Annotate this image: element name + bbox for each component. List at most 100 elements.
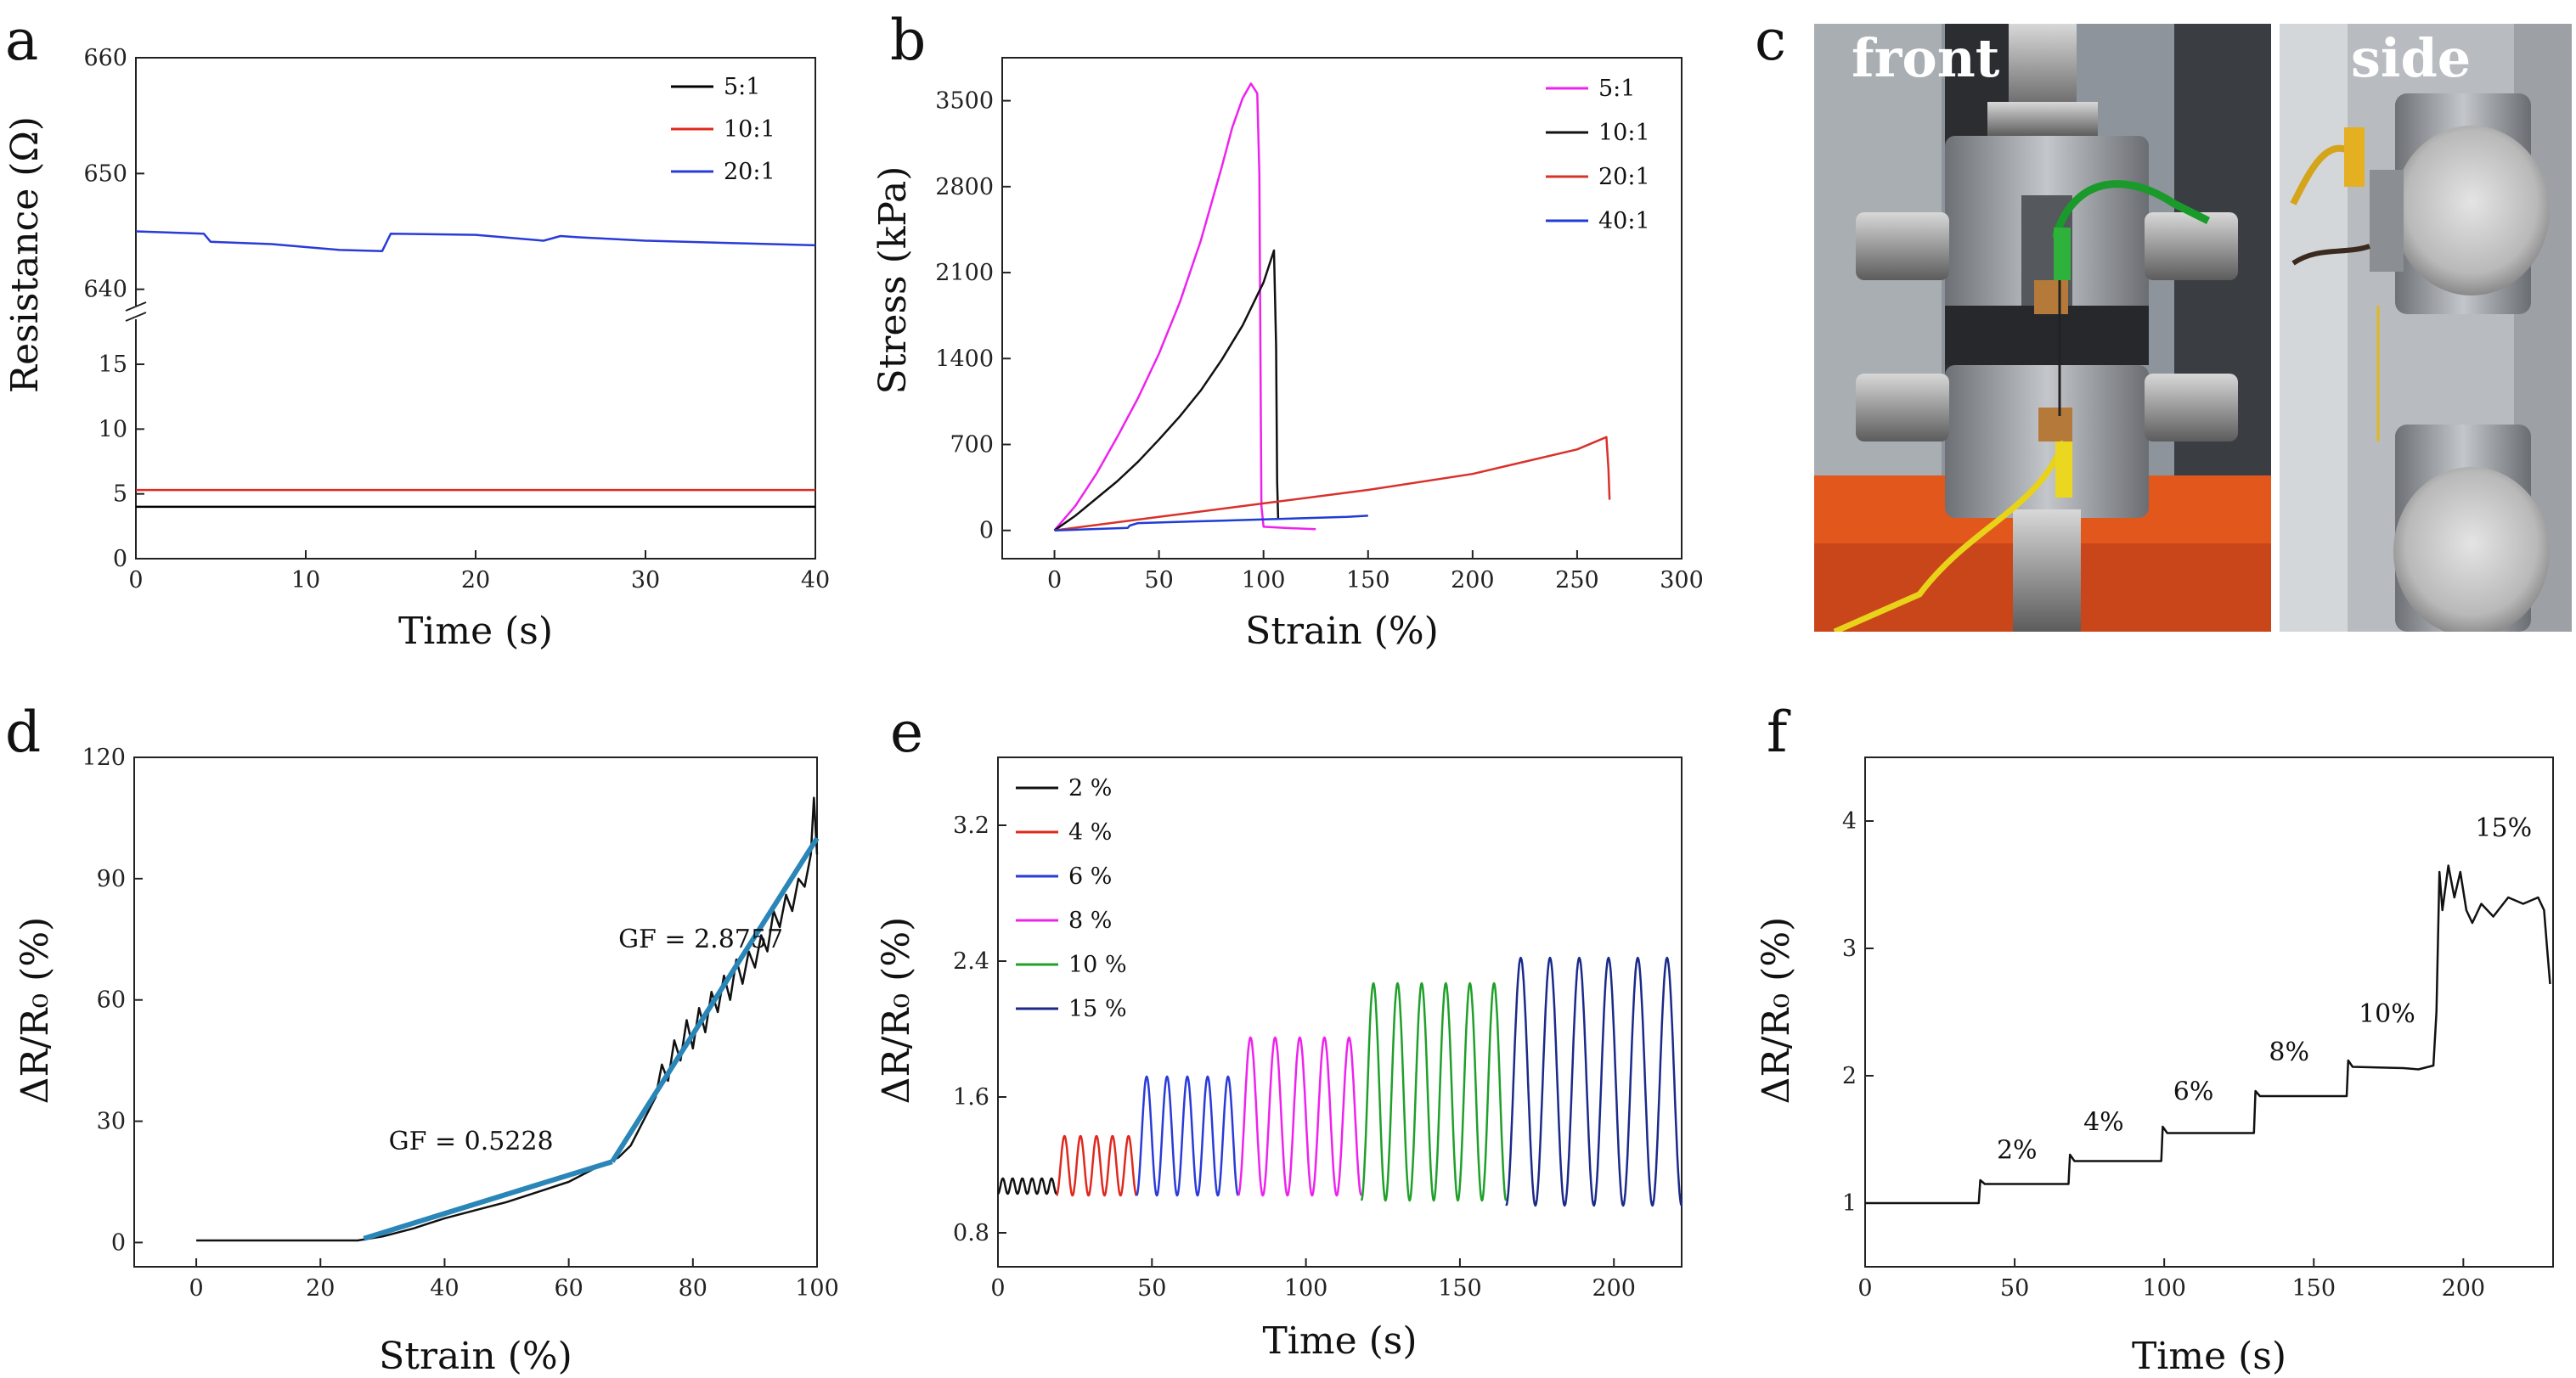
y-tick-label: 2.4 (953, 948, 989, 975)
series-line (610, 836, 820, 1163)
plot-frame (997, 756, 1683, 1268)
y-tick-label: 0 (113, 546, 127, 572)
x-tick-label: 100 (795, 1275, 839, 1302)
y-tick-label: 3.2 (953, 813, 989, 839)
y-tick-label: 2 (1842, 1063, 1857, 1089)
photo-side (2280, 24, 2572, 632)
series-line (1053, 82, 1316, 532)
y-axis-label: Resistance (Ω) (3, 116, 47, 393)
photo-label-front: front (1852, 27, 2000, 89)
photo-label-side: side (2351, 27, 2471, 89)
series-line (135, 230, 816, 252)
x-tick-label: 20 (306, 1275, 335, 1302)
x-tick-label: 40 (430, 1275, 459, 1302)
y-tick-label: 2800 (935, 174, 994, 200)
x-tick-label: 150 (2291, 1275, 2336, 1302)
y-axis-label: Stress (kPa) (871, 166, 915, 395)
y-tick-label: 0.8 (953, 1220, 989, 1246)
chart-e: 0 50 100 150 200 0.8 1.6 2.4 3.2 Time (s) ΔR/R₀ (%… (875, 756, 1683, 1363)
x-tick-label: 200 (2442, 1275, 2486, 1302)
y-tick-label: 660 (83, 45, 127, 71)
x-tick-label: 50 (2000, 1275, 2029, 1302)
legend-label: 20:1 (1598, 164, 1650, 190)
x-tick-label: 300 (1660, 567, 1704, 593)
x-tick-label: 0 (189, 1275, 203, 1302)
y-tick-label: 30 (97, 1109, 126, 1135)
panel-letter-f: f (1767, 700, 1791, 765)
panel-letter-a: a (5, 8, 38, 73)
y-tick-label: 15 (99, 352, 127, 378)
chart-f: 0 50 100 150 200 1 2 3 4 2% 4% 6% 8% 10% 15% Time (s) ΔR… (1755, 756, 2554, 1378)
x-axis-label: Strain (%) (1245, 610, 1439, 653)
legend-label: 6 % (1068, 863, 1112, 890)
annotation-label: 2% (1997, 1136, 2038, 1166)
y-tick-label: 3 (1842, 936, 1857, 962)
y-tick-label: 90 (97, 866, 126, 892)
series-line (1865, 864, 2551, 1205)
series-line (997, 1177, 1057, 1195)
x-tick-label: 100 (1242, 567, 1286, 593)
series-line (1054, 436, 1611, 532)
annotation-label: 6% (2173, 1077, 2214, 1107)
x-tick-label: 80 (679, 1275, 707, 1302)
legend-label: 10:1 (724, 116, 775, 143)
axis-break-mark (125, 301, 147, 312)
x-tick-label: 0 (1857, 1275, 1872, 1302)
x-tick-label: 150 (1438, 1275, 1482, 1302)
panel-letter-e: e (890, 700, 923, 765)
x-tick-label: 50 (1144, 567, 1173, 593)
x-tick-label: 100 (1284, 1275, 1328, 1302)
y-axis-label: ΔR/R₀ (%) (14, 917, 57, 1105)
plot-frame (133, 756, 818, 1268)
panel-letter-c: c (1755, 8, 1786, 73)
chart-b: 0 50 100 150 200 250 300 0 700 1400 2100 2800 3500 St… (871, 57, 1704, 653)
x-tick-label: 30 (631, 567, 660, 593)
x-tick-label: 50 (1137, 1275, 1166, 1302)
x-tick-label: 250 (1555, 567, 1599, 593)
series-line (196, 796, 819, 1242)
y-tick-label: 700 (950, 432, 994, 458)
y-tick-label: 650 (83, 160, 127, 187)
y-tick-label: 3500 (935, 88, 994, 115)
annotation-label: 15% (2475, 813, 2532, 843)
series-line (1237, 1036, 1362, 1197)
legend-label: 2 % (1068, 775, 1112, 801)
legend-label: 4 % (1068, 819, 1112, 846)
chart-a: 0 10 20 30 40 640 650 660 0 5 10 15 Time (s) Resistan… (3, 45, 830, 653)
x-tick-label: 150 (1346, 567, 1390, 593)
series-line (1054, 515, 1368, 532)
legend-label: 15 % (1068, 996, 1127, 1022)
annotation-label: GF = 0.5228 (389, 1127, 554, 1156)
y-tick-label: 4 (1842, 808, 1857, 835)
series-line (1053, 249, 1280, 532)
x-axis-label: Time (s) (398, 610, 553, 653)
x-axis-label: Time (s) (1262, 1319, 1417, 1363)
legend-label: 10:1 (1598, 120, 1650, 146)
photo-front (1814, 24, 2271, 632)
y-tick-label: 60 (97, 987, 126, 1014)
y-axis-label: ΔR/R₀ (%) (1755, 917, 1798, 1105)
x-tick-label: 20 (461, 567, 490, 593)
y-tick-label: 5 (113, 481, 127, 508)
plot-frame (1864, 756, 2554, 1268)
legend-label: 8 % (1068, 908, 1112, 934)
y-axis-label: ΔR/R₀ (%) (875, 917, 918, 1105)
series-line (1360, 981, 1508, 1202)
x-tick-label: 0 (990, 1275, 1005, 1302)
y-tick-label: 1.6 (953, 1084, 989, 1111)
x-tick-label: 0 (128, 567, 143, 593)
annotation-label: 10% (2359, 999, 2415, 1029)
legend-label: 5:1 (724, 74, 760, 100)
y-tick-label: 2100 (935, 260, 994, 286)
legend-label: 10 % (1068, 952, 1127, 978)
annotation-label: GF = 2.8757 (618, 925, 783, 954)
panel-letter-d: d (5, 700, 41, 765)
x-tick-label: 10 (291, 567, 320, 593)
x-tick-label: 100 (2142, 1275, 2186, 1302)
x-axis-label: Strain (%) (379, 1335, 572, 1378)
x-tick-label: 40 (801, 567, 830, 593)
y-tick-label: 120 (82, 745, 126, 771)
axis-break-mark (125, 312, 147, 322)
plot-frame (1001, 57, 1683, 560)
